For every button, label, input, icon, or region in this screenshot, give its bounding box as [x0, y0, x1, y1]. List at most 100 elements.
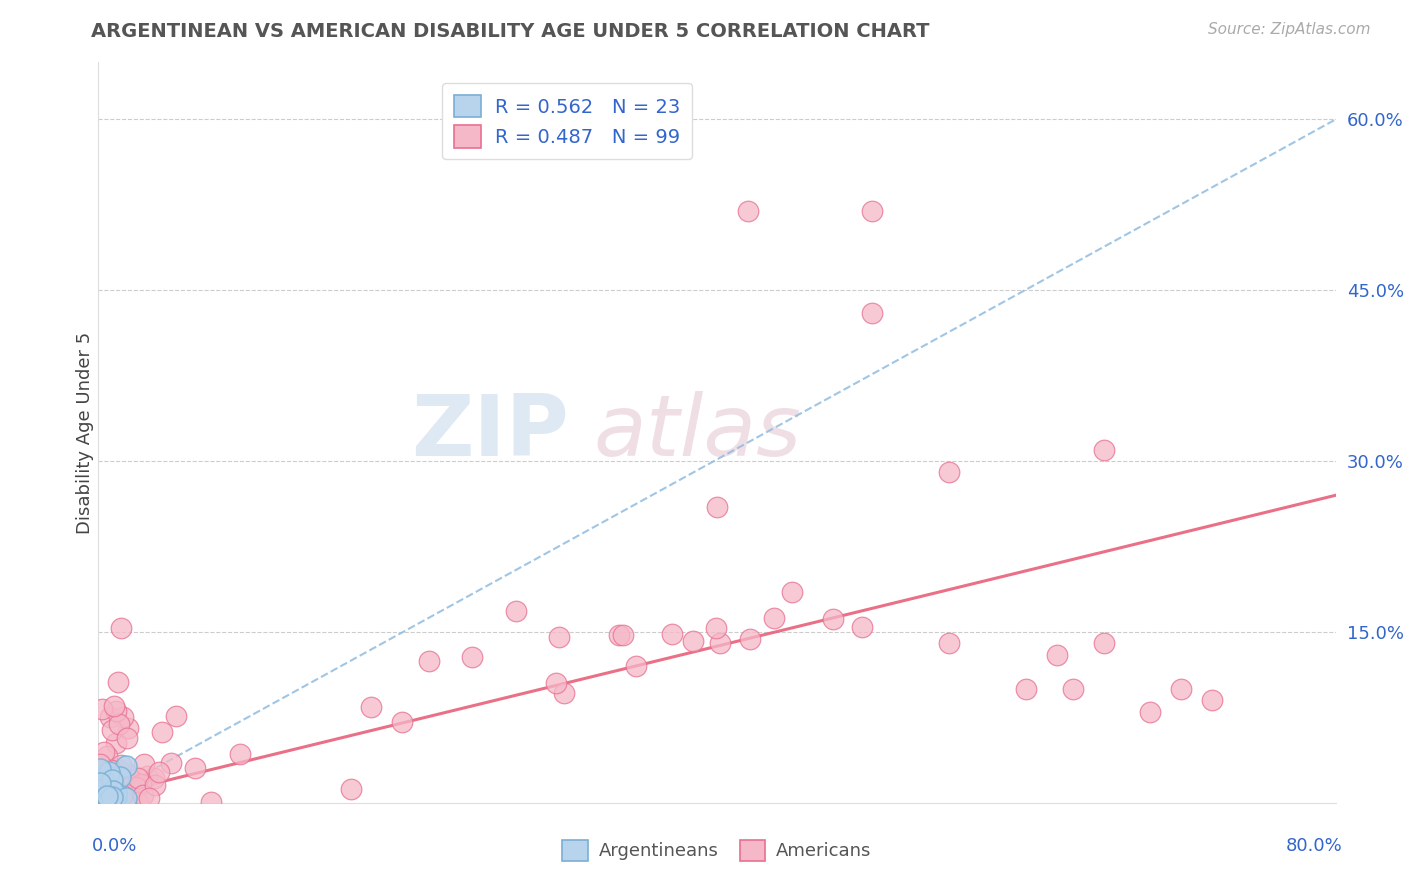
- Point: [90, 702, 112, 716]
- Point: [93, 783, 115, 797]
- Point: [90, 764, 112, 779]
- Point: [115, 731, 138, 745]
- Point: [107, 674, 129, 689]
- Point: [129, 777, 152, 791]
- Point: [612, 628, 634, 642]
- Point: [117, 766, 139, 780]
- Point: [1092, 442, 1115, 457]
- Point: [138, 791, 160, 805]
- Point: [96, 789, 118, 803]
- Point: [100, 787, 122, 801]
- Point: [1201, 693, 1223, 707]
- Point: [107, 763, 129, 777]
- Point: [100, 793, 122, 807]
- Point: [704, 622, 727, 636]
- Point: [706, 500, 728, 514]
- Point: [89, 762, 111, 776]
- Point: [114, 795, 136, 809]
- Point: [115, 759, 138, 773]
- Point: [100, 770, 122, 784]
- Point: [229, 747, 252, 761]
- Point: [105, 792, 128, 806]
- Point: [103, 699, 125, 714]
- Point: [127, 795, 149, 809]
- Text: ARGENTINEAN VS AMERICAN DISABILITY AGE UNDER 5 CORRELATION CHART: ARGENTINEAN VS AMERICAN DISABILITY AGE U…: [91, 22, 929, 41]
- Point: [90, 764, 112, 779]
- Point: [115, 790, 138, 805]
- Point: [148, 765, 170, 780]
- Point: [96, 749, 118, 764]
- Point: [89, 784, 111, 798]
- Text: ZIP: ZIP: [411, 391, 568, 475]
- Point: [94, 776, 117, 790]
- Point: [101, 790, 124, 805]
- Point: [94, 777, 117, 791]
- Point: [104, 704, 127, 718]
- Point: [125, 780, 148, 795]
- Point: [200, 795, 222, 809]
- Point: [1170, 681, 1192, 696]
- Point: [938, 636, 960, 650]
- Point: [142, 771, 165, 785]
- Text: 80.0%: 80.0%: [1286, 837, 1343, 855]
- Point: [91, 790, 114, 805]
- Point: [104, 736, 127, 750]
- Point: [105, 764, 128, 778]
- Point: [89, 791, 111, 805]
- Point: [89, 767, 111, 781]
- Text: atlas: atlas: [593, 391, 801, 475]
- Point: [780, 584, 803, 599]
- Point: [553, 686, 575, 700]
- Point: [96, 782, 118, 797]
- Point: [111, 788, 134, 802]
- Point: [132, 788, 155, 802]
- Point: [938, 466, 960, 480]
- Point: [418, 654, 440, 668]
- Point: [104, 786, 127, 800]
- Point: [340, 782, 363, 797]
- Point: [97, 795, 120, 809]
- Point: [96, 791, 118, 805]
- Point: [709, 636, 731, 650]
- Point: [103, 787, 125, 801]
- Point: [607, 628, 630, 642]
- Point: [98, 787, 121, 801]
- Point: [101, 723, 124, 738]
- Point: [110, 758, 132, 772]
- Point: [661, 627, 683, 641]
- Point: [94, 783, 117, 797]
- Point: [104, 780, 127, 795]
- Point: [110, 770, 132, 784]
- Point: [1139, 705, 1161, 719]
- Point: [103, 784, 125, 798]
- Point: [145, 778, 167, 792]
- Point: [360, 700, 382, 714]
- Point: [108, 717, 131, 731]
- Point: [860, 203, 883, 218]
- Point: [93, 772, 115, 787]
- Point: [98, 786, 121, 800]
- Point: [91, 793, 114, 807]
- Point: [91, 776, 114, 790]
- Point: [112, 709, 135, 723]
- Legend: Argentineans, Americans: Argentineans, Americans: [555, 832, 879, 868]
- Point: [160, 756, 183, 771]
- Point: [737, 203, 759, 218]
- Point: [101, 792, 124, 806]
- Point: [115, 788, 138, 802]
- Point: [150, 724, 173, 739]
- Point: [90, 790, 112, 805]
- Point: [117, 788, 139, 802]
- Point: [107, 763, 129, 777]
- Text: Source: ZipAtlas.com: Source: ZipAtlas.com: [1208, 22, 1371, 37]
- Point: [548, 631, 571, 645]
- Point: [100, 775, 122, 789]
- Point: [762, 610, 785, 624]
- Y-axis label: Disability Age Under 5: Disability Age Under 5: [76, 332, 94, 533]
- Point: [101, 787, 124, 801]
- Point: [89, 775, 111, 789]
- Point: [1015, 681, 1038, 696]
- Point: [391, 715, 413, 730]
- Point: [89, 756, 111, 771]
- Point: [165, 709, 187, 723]
